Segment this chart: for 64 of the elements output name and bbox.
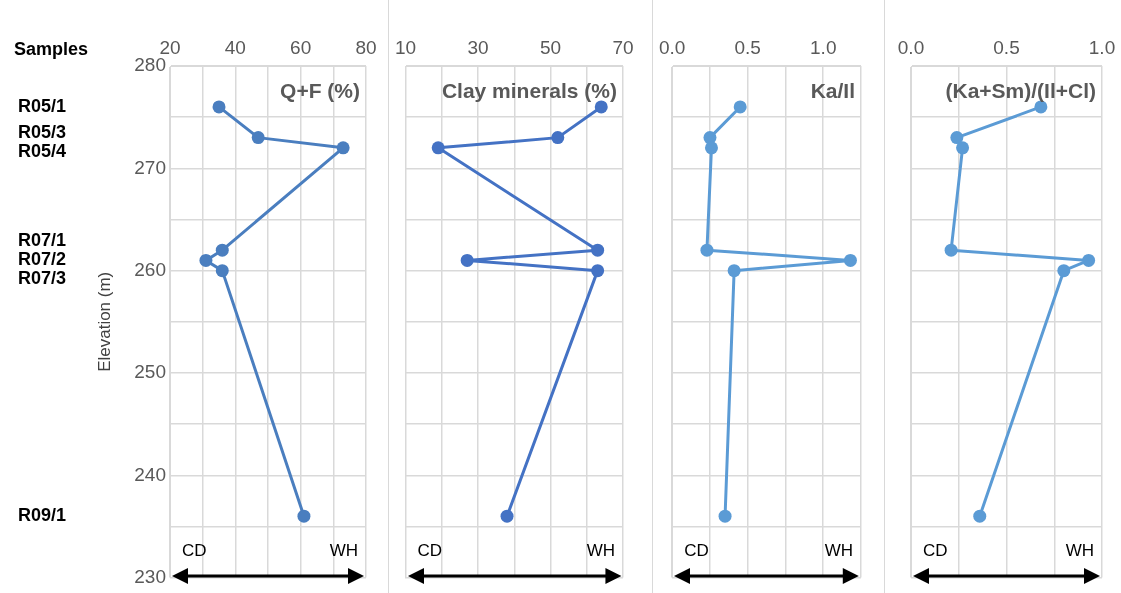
annotation: CD — [684, 541, 709, 561]
point — [727, 264, 741, 278]
point — [212, 100, 226, 114]
point — [704, 141, 718, 155]
point — [215, 243, 229, 257]
x-tick-label: 0.5 — [734, 36, 761, 58]
point — [700, 243, 714, 257]
point — [718, 509, 732, 523]
y-tick-label: 260 — [134, 258, 166, 280]
y-tick-label: 230 — [134, 565, 166, 587]
point — [251, 131, 265, 145]
text: R05/1 — [18, 95, 67, 116]
annotation: CD — [417, 541, 443, 561]
point — [733, 100, 747, 114]
annotation: WH — [1065, 541, 1094, 561]
annotation: WH — [329, 541, 358, 561]
text: R05/4 — [18, 141, 67, 162]
text: Samples — [14, 38, 89, 59]
point — [431, 141, 445, 155]
point — [199, 253, 213, 267]
x-tick-label: 30 — [467, 36, 489, 58]
x-tick-label: 10 — [395, 36, 417, 58]
text: R07/3 — [18, 268, 67, 289]
x-tick-label: 1.0 — [810, 36, 837, 58]
x-tick-label: 0.0 — [659, 36, 686, 58]
point — [591, 264, 605, 278]
x-tick-label: 50 — [539, 36, 562, 58]
point — [500, 509, 514, 523]
y-tick-label: 270 — [134, 156, 166, 178]
y-tick-label: 240 — [134, 463, 166, 485]
x-tick-label: 0.5 — [993, 36, 1020, 58]
x-tick-label: 1.0 — [1088, 36, 1116, 58]
y-axis-title: Elevation (m) — [94, 271, 114, 372]
point — [944, 243, 958, 257]
point — [460, 253, 474, 267]
y-tick-label: 250 — [134, 361, 166, 383]
text: R07/1 — [18, 230, 67, 251]
text: Q+F (%) — [280, 79, 360, 102]
point — [950, 131, 964, 145]
annotation: WH — [824, 541, 853, 561]
point — [336, 141, 350, 155]
point — [956, 141, 970, 155]
point — [591, 243, 605, 257]
point — [843, 253, 857, 267]
text: R09/1 — [18, 505, 67, 526]
x-tick-label: 70 — [612, 36, 634, 58]
text: R05/3 — [18, 122, 67, 143]
point — [297, 509, 311, 523]
x-tick-label: 80 — [355, 36, 377, 58]
annotation: CD — [923, 541, 948, 561]
x-tick-label: 60 — [290, 36, 312, 58]
text: Ka/Il — [810, 79, 855, 102]
point — [215, 264, 229, 278]
x-tick-label: 40 — [224, 36, 246, 58]
point — [973, 509, 987, 523]
annotation: CD — [182, 541, 207, 561]
point — [1057, 264, 1071, 278]
point — [1082, 253, 1096, 267]
x-tick-label: 0.0 — [897, 36, 925, 58]
text: Clay minerals (%) — [441, 79, 617, 102]
text: (Ka+Sm)/(Il+Cl) — [945, 79, 1096, 102]
point — [551, 131, 565, 145]
annotation: WH — [586, 541, 615, 561]
text: R07/2 — [18, 249, 67, 270]
